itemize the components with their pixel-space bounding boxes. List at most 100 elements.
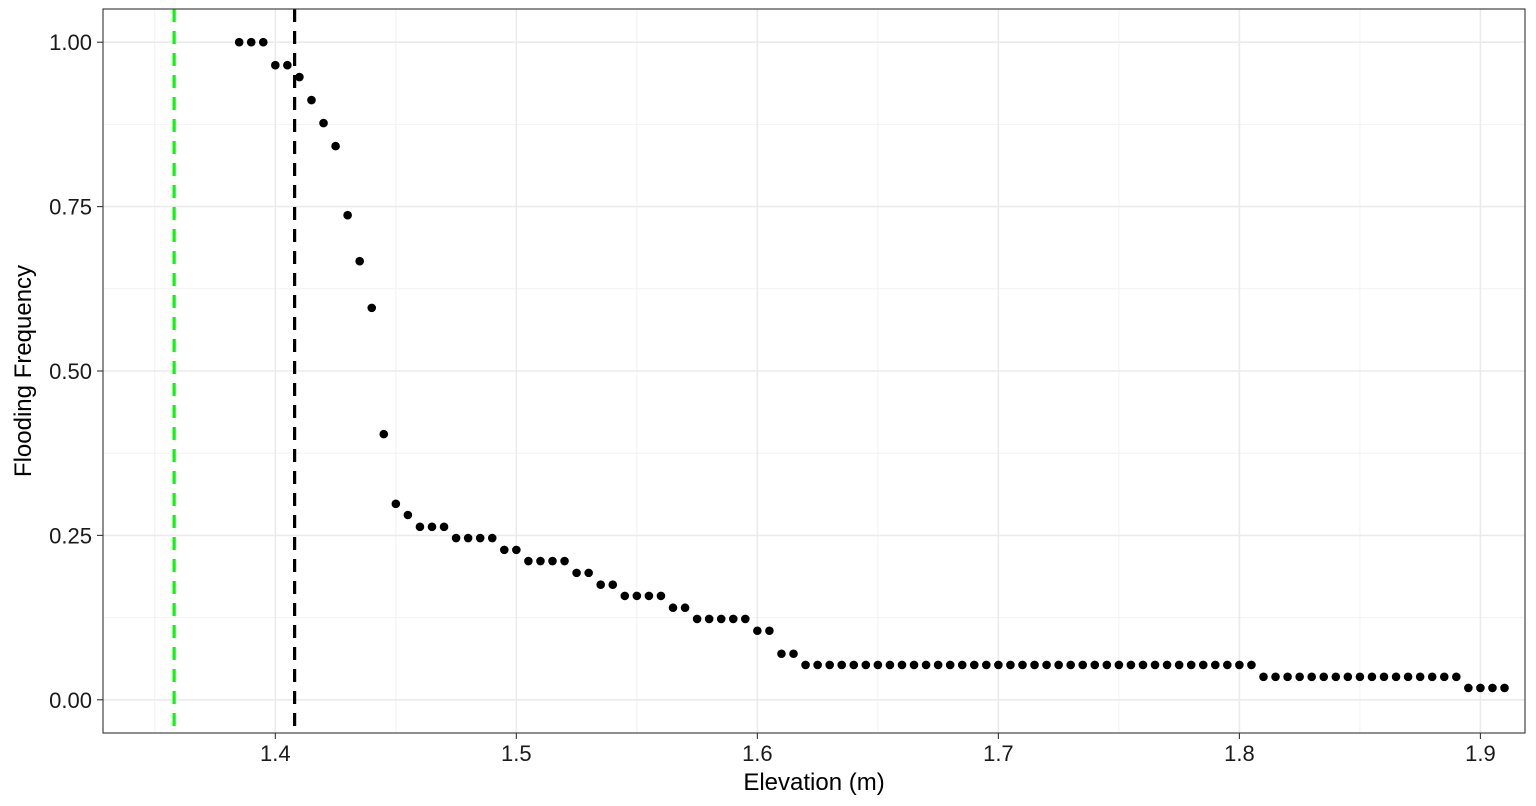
- data-point: [1126, 660, 1136, 670]
- data-point: [367, 303, 377, 313]
- data-point: [512, 545, 521, 555]
- data-point: [307, 95, 316, 105]
- data-point: [1090, 660, 1100, 670]
- data-point: [572, 568, 581, 578]
- x-axis-title: Elevation (m): [743, 769, 884, 796]
- data-point: [680, 603, 690, 613]
- data-point: [1078, 660, 1088, 670]
- data-point: [548, 556, 557, 566]
- data-point: [451, 533, 461, 543]
- data-point: [584, 568, 593, 578]
- data-point: [1018, 660, 1027, 670]
- data-point: [777, 649, 786, 659]
- data-point: [861, 660, 871, 670]
- data-point: [1367, 672, 1377, 682]
- data-point: [1174, 660, 1184, 670]
- x-tick-label: 1.4: [260, 741, 291, 766]
- data-point: [909, 660, 919, 670]
- data-point: [716, 614, 726, 624]
- data-point: [1006, 660, 1015, 670]
- data-point: [692, 614, 702, 624]
- data-point: [1427, 672, 1437, 682]
- x-tick-label: 1.8: [1224, 741, 1255, 766]
- data-point: [921, 660, 931, 670]
- data-point: [1331, 672, 1341, 682]
- data-point: [1500, 683, 1509, 693]
- data-point: [801, 660, 810, 670]
- data-point: [1235, 660, 1244, 670]
- data-point: [728, 614, 738, 624]
- data-point: [837, 660, 847, 670]
- data-point: [1162, 660, 1172, 670]
- data-point: [1452, 672, 1461, 682]
- data-point: [1210, 660, 1220, 670]
- data-point: [1283, 672, 1292, 682]
- data-point: [258, 37, 268, 47]
- data-point: [982, 660, 991, 670]
- data-point: [741, 614, 750, 624]
- data-point: [536, 556, 545, 566]
- data-point: [1030, 660, 1039, 670]
- y-tick-label: 0.50: [49, 359, 92, 384]
- data-point: [1319, 672, 1329, 682]
- data-point: [427, 522, 437, 532]
- data-point: [295, 72, 304, 82]
- data-point: [246, 37, 256, 47]
- data-point: [1054, 660, 1063, 670]
- x-tick-label: 1.9: [1465, 741, 1496, 766]
- data-point: [1150, 660, 1160, 670]
- data-point: [1464, 683, 1473, 693]
- data-point: [1415, 672, 1425, 682]
- data-point: [1271, 672, 1280, 682]
- data-point: [524, 556, 533, 566]
- data-point: [355, 256, 364, 266]
- data-point: [1355, 672, 1365, 682]
- data-point: [1247, 660, 1256, 670]
- data-point: [439, 522, 449, 532]
- data-point: [1295, 672, 1304, 682]
- data-point: [1391, 672, 1401, 682]
- y-tick-label: 0.25: [49, 523, 92, 548]
- data-point: [1403, 672, 1413, 682]
- data-point: [668, 603, 678, 613]
- data-point: [644, 591, 654, 601]
- x-tick-label: 1.5: [501, 741, 532, 766]
- data-point: [704, 614, 714, 624]
- data-point: [933, 660, 943, 670]
- data-point: [608, 580, 618, 590]
- data-point: [753, 626, 762, 636]
- data-point: [1066, 660, 1075, 670]
- data-point: [789, 649, 798, 659]
- data-point: [1488, 683, 1497, 693]
- data-point: [475, 533, 485, 543]
- data-point: [596, 580, 605, 590]
- data-point: [1186, 660, 1196, 670]
- data-point: [813, 660, 822, 670]
- data-point: [343, 210, 352, 220]
- data-point: [1439, 672, 1449, 682]
- data-point: [1138, 660, 1148, 670]
- data-point: [271, 60, 280, 70]
- data-point: [620, 591, 630, 601]
- data-point: [415, 522, 425, 532]
- data-point: [969, 660, 979, 670]
- data-point: [499, 545, 509, 555]
- data-point: [632, 591, 642, 601]
- data-point: [825, 660, 834, 670]
- axes: 1.4 1.5 1.6 1.7 1.8 1.9 0.00 0.25 0.50 0.75 1.00: [49, 30, 1496, 766]
- data-point: [1198, 660, 1208, 670]
- data-point: [1379, 672, 1389, 682]
- data-point: [560, 556, 569, 566]
- x-tick-label: 1.6: [742, 741, 773, 766]
- data-point: [487, 533, 497, 543]
- data-point: [1223, 660, 1232, 670]
- data-point: [873, 660, 883, 670]
- data-point: [463, 533, 473, 543]
- data-points: [234, 37, 1509, 693]
- y-tick-label: 1.00: [49, 30, 92, 55]
- data-point: [957, 660, 967, 670]
- data-point: [331, 141, 340, 151]
- data-point: [1476, 683, 1485, 693]
- y-axis-title: Flooding Frequency: [10, 265, 37, 477]
